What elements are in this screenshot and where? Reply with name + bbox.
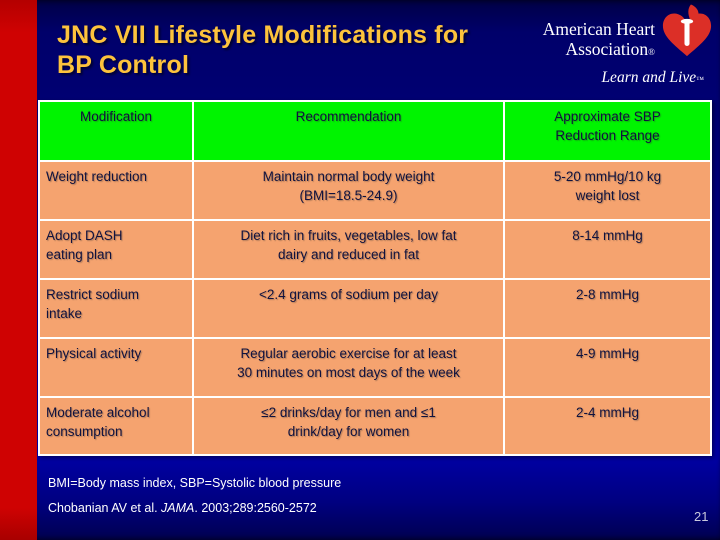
registered-mark: ®: [648, 47, 655, 57]
cell-recommendation: ≤2 drinks/day for men and ≤1 drink/day f…: [194, 398, 503, 454]
citation-suffix: . 2003;289:2560-2572: [194, 501, 317, 515]
cell-reduction: 2-8 mmHg: [505, 280, 710, 337]
trademark-mark: ™: [696, 75, 704, 84]
aha-logo: American Heart Association® Learn and Li…: [516, 4, 716, 87]
cell-recommendation: Regular aerobic exercise for at least 30…: [194, 339, 503, 396]
cell-reduction: 5-20 mmHg/10 kg weight lost: [505, 162, 710, 219]
cell-modification: Restrict sodium intake: [40, 280, 192, 337]
left-accent-stripe: [0, 0, 37, 540]
aha-heart-torch-icon: [662, 4, 712, 57]
page-number: 21: [694, 509, 709, 524]
cell-modification: Adopt DASH eating plan: [40, 221, 192, 278]
cell-modification: Weight reduction: [40, 162, 192, 219]
citation-prefix: Chobanian AV et al.: [48, 501, 162, 515]
cell-recommendation: Maintain normal body weight (BMI=18.5-24…: [194, 162, 503, 219]
cell-modification: Physical activity: [40, 339, 192, 396]
slide-title: JNC VII Lifestyle Modifications for BP C…: [57, 21, 469, 79]
lifestyle-modifications-table: Modification Recommendation Approximate …: [38, 100, 712, 456]
col-header-recommendation: Recommendation: [194, 102, 503, 160]
aha-tagline: Learn and Live™: [601, 69, 704, 86]
col-header-modification: Modification: [40, 102, 192, 160]
col-header-sbp-reduction: Approximate SBP Reduction Range: [505, 102, 710, 160]
aha-logo-text: American Heart Association®: [543, 19, 655, 62]
cell-reduction: 4-9 mmHg: [505, 339, 710, 396]
cell-recommendation: <2.4 grams of sodium per day: [194, 280, 503, 337]
cell-reduction: 8-14 mmHg: [505, 221, 710, 278]
cell-recommendation: Diet rich in fruits, vegetables, low fat…: [194, 221, 503, 278]
aha-org-line2: Association: [565, 39, 649, 59]
cell-reduction: 2-4 mmHg: [505, 398, 710, 454]
footer-abbreviations: BMI=Body mass index, SBP=Systolic blood …: [48, 476, 342, 490]
aha-org-line1: American Heart: [542, 19, 655, 39]
footer-citation: Chobanian AV et al. JAMA. 2003;289:2560-…: [48, 501, 317, 515]
cell-modification: Moderate alcohol consumption: [40, 398, 192, 454]
citation-journal: JAMA: [161, 501, 195, 515]
